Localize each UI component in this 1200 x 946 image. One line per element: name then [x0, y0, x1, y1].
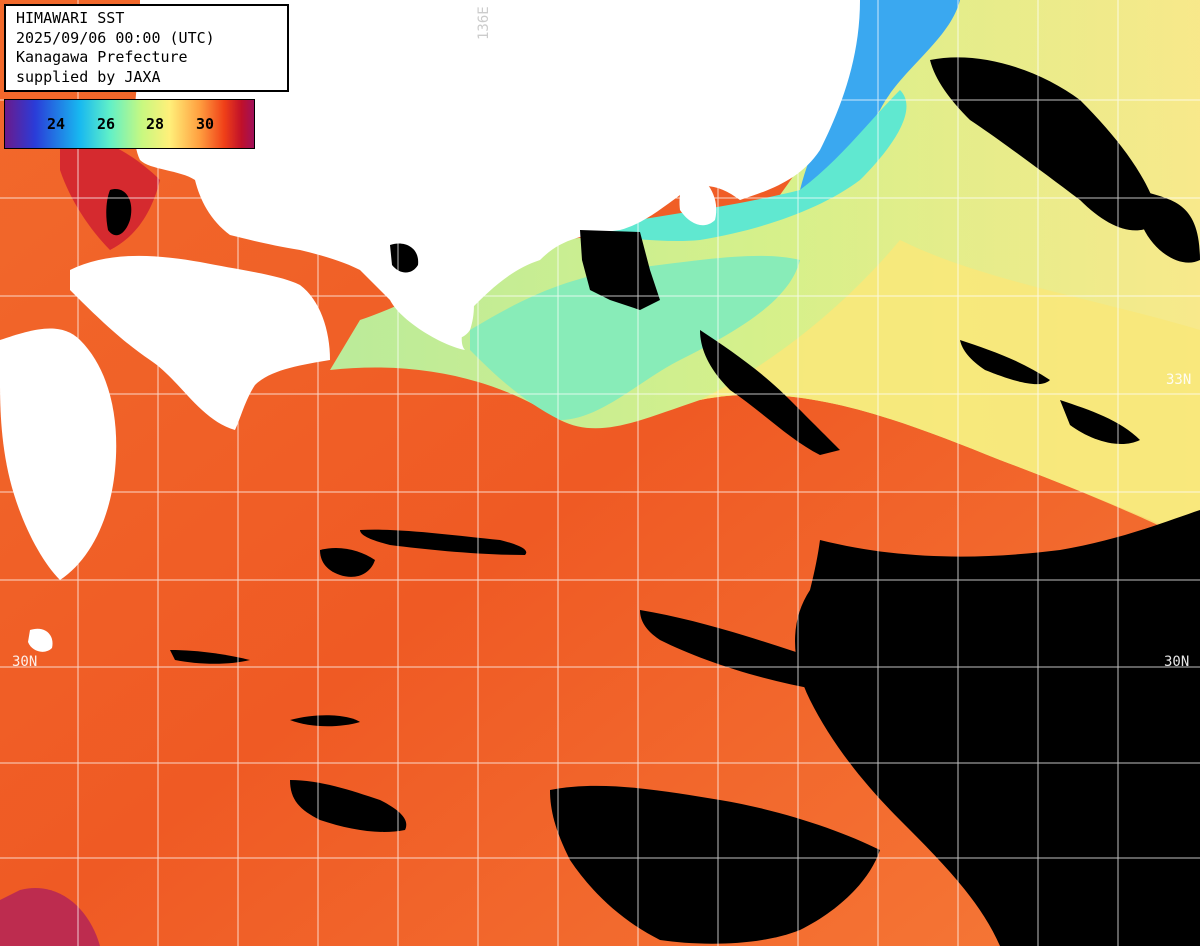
lon-label-136e: 136E: [476, 6, 492, 40]
lat-label-30n-left: 30N: [12, 654, 38, 670]
color-scale: 24 26 28 30: [4, 99, 255, 149]
map-title: HIMAWARI SST: [16, 9, 125, 27]
map-credit: supplied by JAXA: [16, 67, 161, 86]
scale-label-28: 28: [146, 115, 165, 133]
lat-label-33n: 33N: [1166, 372, 1192, 388]
land-shikoku: [70, 255, 330, 430]
map-datetime: 2025/09/06 00:00 (UTC): [16, 28, 215, 47]
land-kyushu: [0, 328, 117, 580]
scale-label-26: 26: [97, 115, 116, 133]
scale-label-30: 30: [196, 115, 215, 133]
cyan-water: [560, 90, 907, 242]
hot-water-sw: [0, 888, 100, 946]
scale-label-24: 24: [47, 115, 66, 133]
cold-water: [800, 0, 960, 190]
lat-label-30n-right: 30N: [1164, 654, 1190, 670]
info-box: HIMAWARI SST 2025/09/06 00:00 (UTC) Kana…: [4, 4, 289, 92]
land-island-small: [28, 628, 53, 652]
map-region: Kanagawa Prefecture: [16, 48, 188, 66]
land-honshu: [134, 0, 860, 350]
yellow-band: [700, 240, 1200, 545]
